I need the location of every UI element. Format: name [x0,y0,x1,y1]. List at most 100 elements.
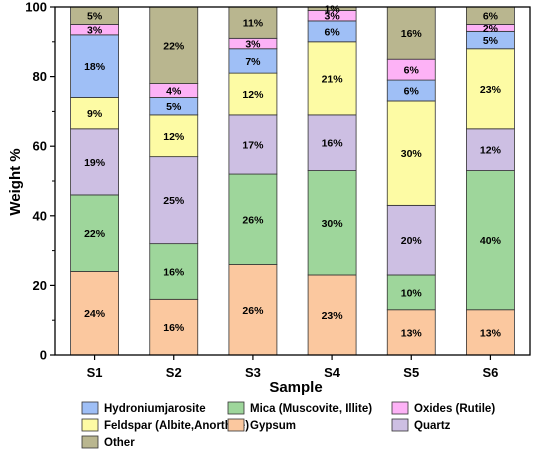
data-label: 3% [87,25,103,37]
y-tick-label: 60 [33,139,47,154]
bar-segment [386,204,436,276]
x-axis-title: Sample [269,379,322,396]
bar-segment [386,6,436,60]
legend-label: Gypsum [250,420,296,432]
bar-segment [228,72,278,116]
legend-item: Quartz [391,418,451,432]
x-tick-label: S2 [166,365,182,380]
legend-item: Gypsum [227,418,296,432]
bar-segment [386,274,436,311]
bar-segment [386,100,436,206]
y-tick-label: 20 [33,278,47,293]
data-label: 7% [245,56,261,68]
legend-label: Feldspar (Albite,Anorthite) [104,420,249,432]
bar-segment [228,264,278,356]
data-label: 25% [163,195,185,207]
legend-label: Oxides (Rutile) [414,403,495,415]
data-label: 19% [84,157,106,169]
bar-segment [149,298,199,356]
data-label: 1% [324,4,340,16]
legend-swatch [227,401,245,415]
y-tick-label: 100 [25,0,47,15]
bar-segment [228,114,278,175]
bar-segment [307,274,357,356]
bar-segment [70,271,119,356]
bar-group-s4: 23% 30% 16% 21% 6% 3%1% [307,4,357,356]
data-label: 17% [242,139,264,151]
data-label: 16% [322,138,344,150]
bar-group-s1: 24% 22% 19% 9% 18% 3% 5% [70,6,119,356]
bar-group-s3: 26% 26% 17% 12% 7% 3% 11% [228,6,278,356]
data-label: 23% [322,310,344,322]
bar-segment [149,114,199,158]
bar-segment [70,194,119,272]
data-label: 9% [87,108,103,120]
plot-background [55,7,530,355]
y-tick-label: 80 [33,69,47,84]
bar-segment [149,243,199,300]
legend-swatch [227,418,245,432]
data-label: 6% [483,11,499,23]
bar-segment [228,6,278,39]
bar-segment [70,34,119,98]
data-label: 12% [480,145,502,157]
data-label: 21% [322,73,344,85]
x-tick-label: S4 [324,365,341,380]
legend: Hydroniumjarosite Mica (Muscovite, Illite… [81,401,495,449]
bar-segment [228,48,278,74]
legend-item: Oxides (Rutile) [391,401,495,415]
data-label: 2% [483,23,499,35]
data-label: 4% [166,86,182,98]
y-axis-title: Weight % [7,148,24,215]
legend-swatch [81,435,99,449]
data-label: 6% [404,65,420,77]
bars: 24% 22% 19% 9% 18% 3% 5% 16% 16% 25% 12% 5% 4% 22% 26%… [70,4,515,356]
legend-swatch [391,418,409,432]
x-tick-label: S1 [87,365,103,380]
data-label: 12% [242,89,264,101]
bar-segment [149,156,199,245]
bar-segment [466,128,515,171]
legend-label: Mica (Muscovite, Illite) [250,403,372,415]
data-label: 12% [163,131,185,143]
data-label: 24% [84,308,106,320]
legend-swatch [81,401,99,415]
axes: 0 20 40 60 80 100 S1 S2 S3 S4 S5 S6 [25,0,531,380]
legend-label: Quartz [414,420,451,432]
data-label: 3% [245,39,261,51]
data-label: 5% [483,35,499,47]
data-label: 13% [480,327,502,339]
bar-group-s2: 16% 16% 25% 12% 5% 4% 22% [149,6,199,356]
data-label: 6% [404,86,420,98]
data-label: 6% [324,26,340,38]
data-label: 23% [480,84,502,96]
legend-item: Feldspar (Albite,Anorthite) [81,418,249,432]
data-label: 26% [242,214,264,226]
legend-label: Other [104,437,135,449]
data-label: 16% [163,322,185,334]
data-label: 10% [401,287,423,299]
bar-group-s5: 13% 10% 20% 30% 6% 6% 16% [386,6,436,356]
bar-segment [466,170,515,311]
x-tick-label: S3 [245,365,261,380]
bar-segment [228,173,278,265]
y-tick-label: 0 [40,348,47,363]
data-label: 20% [401,235,423,247]
x-tick-label: S5 [403,365,419,380]
y-tick-label: 40 [33,208,47,223]
data-label: 26% [242,305,264,317]
data-label: 40% [480,235,502,247]
data-label: 3% [324,11,340,23]
legend-item: Hydroniumjarosite [81,401,206,415]
data-label: 18% [84,61,106,73]
data-label: 11% [243,18,264,30]
legend-label: Hydroniumjarosite [104,403,206,415]
bar-segment [149,6,199,84]
data-label: 5% [166,101,182,113]
legend-swatch [391,401,409,415]
data-label: 16% [163,266,185,278]
bar-segment [307,170,357,276]
x-tick-label: S6 [482,365,498,380]
bar-group-s6: 13% 40% 12% 23% 5%2%6% [466,6,515,356]
